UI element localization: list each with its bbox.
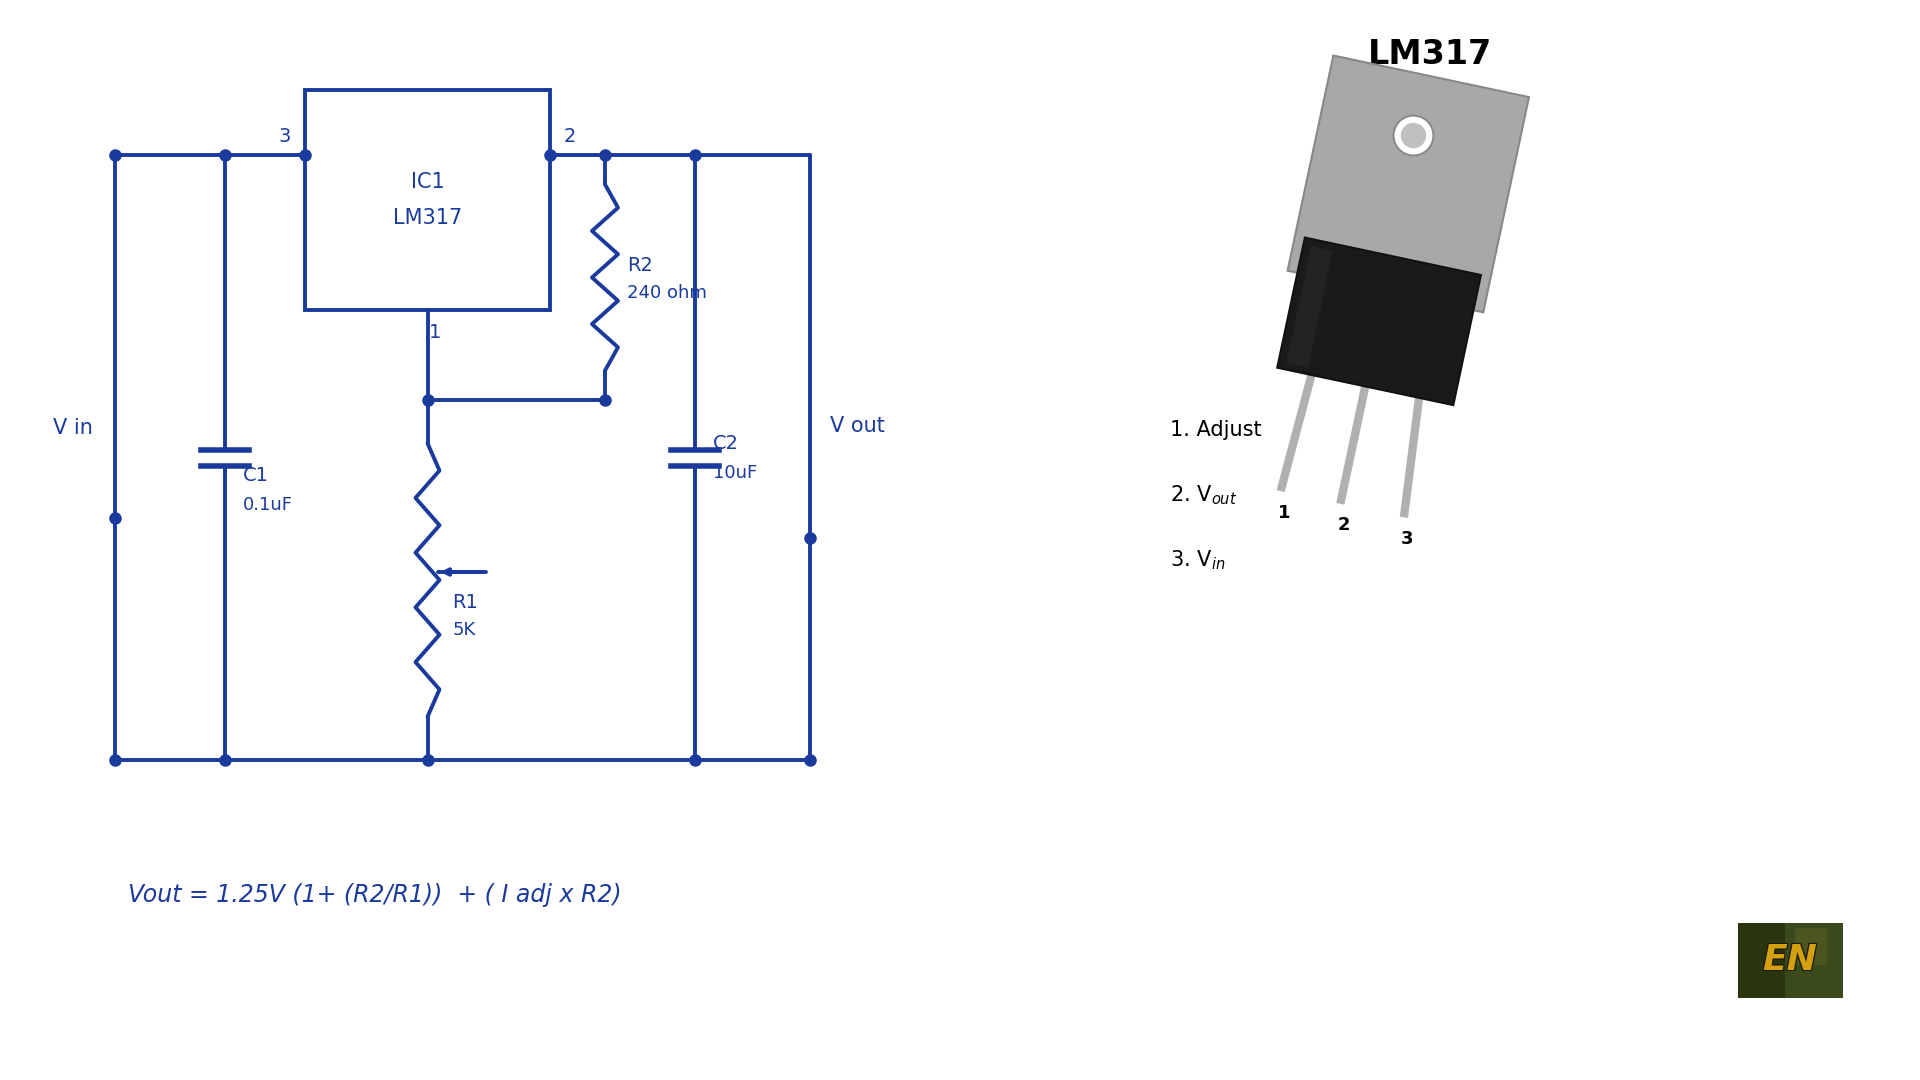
Text: 2: 2: [564, 127, 576, 147]
Text: 240 ohm: 240 ohm: [628, 284, 707, 302]
Text: EN: EN: [1764, 944, 1818, 978]
Text: C1: C1: [244, 465, 269, 485]
Polygon shape: [1277, 238, 1480, 405]
Text: 1: 1: [1279, 503, 1290, 522]
Text: EN: EN: [1763, 943, 1818, 977]
Text: V in: V in: [54, 418, 92, 437]
Text: EN: EN: [1763, 944, 1818, 978]
Text: 3: 3: [1402, 530, 1413, 548]
Text: R1: R1: [453, 593, 478, 611]
FancyBboxPatch shape: [1738, 922, 1843, 998]
Polygon shape: [1286, 246, 1332, 367]
Circle shape: [1402, 123, 1425, 148]
Text: C2: C2: [712, 434, 739, 453]
Circle shape: [1394, 116, 1434, 156]
FancyBboxPatch shape: [1795, 928, 1826, 966]
Text: 2: 2: [1338, 516, 1350, 535]
Text: 1: 1: [430, 323, 442, 341]
Text: 2. V$_{out}$: 2. V$_{out}$: [1169, 483, 1236, 507]
Text: EN: EN: [1764, 943, 1818, 977]
Text: IC1: IC1: [411, 172, 444, 192]
FancyBboxPatch shape: [305, 90, 549, 310]
Text: 3: 3: [278, 127, 292, 147]
Text: EN: EN: [1763, 942, 1818, 976]
Text: 10uF: 10uF: [712, 464, 756, 483]
FancyBboxPatch shape: [1738, 922, 1786, 998]
Text: 1. Adjust: 1. Adjust: [1169, 420, 1261, 440]
Polygon shape: [1288, 55, 1528, 312]
Text: 5K: 5K: [453, 621, 476, 639]
Text: EN: EN: [1761, 944, 1816, 978]
Text: Vout = 1.25V (1+ (R2/R1))  + ( I adj x R2): Vout = 1.25V (1+ (R2/R1)) + ( I adj x R2…: [129, 883, 622, 907]
Text: V out: V out: [829, 416, 885, 435]
Text: EN: EN: [1764, 942, 1818, 976]
Text: 3. V$_{in}$: 3. V$_{in}$: [1169, 549, 1225, 571]
Text: EN: EN: [1761, 943, 1816, 977]
Text: EN: EN: [1761, 942, 1816, 976]
Text: LM317: LM317: [1367, 39, 1492, 71]
Text: 0.1uF: 0.1uF: [244, 497, 294, 514]
Text: LM317: LM317: [394, 208, 463, 228]
Text: R2: R2: [628, 256, 653, 275]
